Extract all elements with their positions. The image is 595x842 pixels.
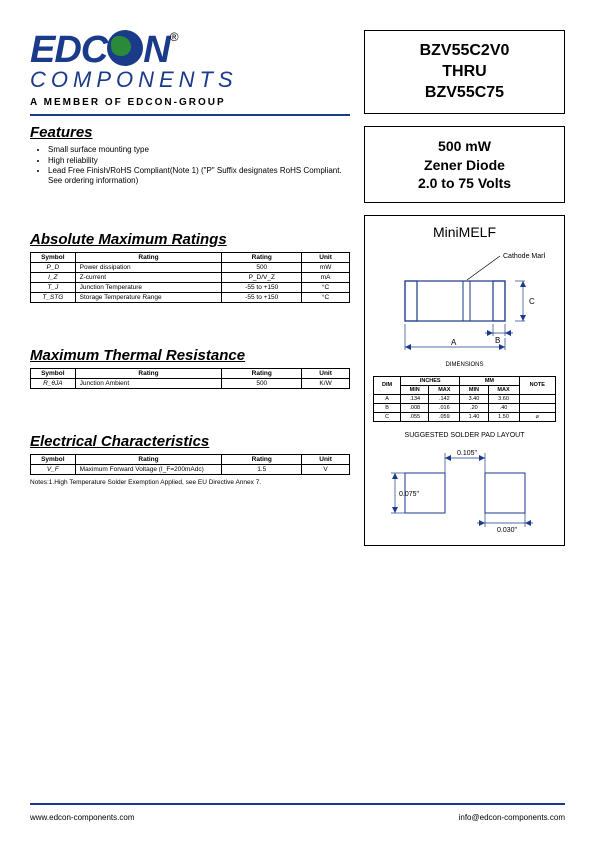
thermal-table: Symbol Rating Rating Unit R_θJAJunction … [30,368,350,389]
abs-max-title: Absolute Maximum Ratings [30,231,350,248]
cathode-mark-label: Cathode Mark [503,253,545,260]
footer: www.edcon-components.com info@edcon-comp… [30,803,565,822]
feature-item: Small surface mounting type [48,145,350,155]
solder-title: SUGGESTED SOLDER PAD LAYOUT [373,432,556,439]
features-title: Features [30,124,350,141]
feature-item: High reliability [48,156,350,166]
col-symbol: Symbol [31,252,76,262]
col-unit: Unit [302,252,350,262]
table-row: B.008.016.20.40 [374,403,556,412]
table-row: I_ZZ-currentP_D/V_ZmA [31,272,350,282]
solder-pad-drawing: 0.105" 0.075" 0.030" [385,443,545,533]
abs-max-table: Symbol Rating Rating Unit P_DPower dissi… [30,252,350,303]
col-rating-val: Rating [222,252,302,262]
spec-box: 500 mW Zener Diode 2.0 to 75 Volts [364,126,565,203]
solder-dim-g: 0.030" [497,527,518,533]
dim-a: A [451,338,457,347]
globe-icon [107,30,143,66]
registered-mark: ® [170,30,179,44]
col-rating-desc: Rating [75,252,222,262]
part-to: BZV55C75 [373,83,556,104]
table-row: V_FMaximum Forward Voltage (I_F=200mAdc)… [31,464,350,474]
table-row: C.055.0591.401.50⌀ [374,412,556,421]
table-row: T_JJunction Temperature-55 to +150°C [31,282,350,292]
solder-dim-w: 0.105" [457,450,478,457]
spec-range: 2.0 to 75 Volts [373,174,556,192]
package-outline-drawing: Cathode Mark C B [385,246,545,356]
logo: EDC N® COMPONENTS A MEMBER OF EDCON-GROUP [30,30,350,108]
table-row: T_STGStorage Temperature Range-55 to +15… [31,292,350,302]
solder-dim-h: 0.075" [399,491,420,498]
elec-title: Electrical Characteristics [30,433,350,450]
elec-table: Symbol Rating Rating Unit V_FMaximum For… [30,454,350,475]
dim-b: B [495,336,500,345]
footer-email: info@edcon-components.com [459,813,565,822]
footer-url: www.edcon-components.com [30,813,135,822]
dimensions-header: DIMENSIONS [373,362,556,368]
part-from: BZV55C2V0 [373,41,556,62]
logo-tagline: A MEMBER OF EDCON-GROUP [30,97,350,108]
dimensions-table: DIM INCHES MM NOTE MIN MAX MIN MAX A.134… [373,376,556,422]
dim-c: C [529,297,535,306]
table-row: A.134.1423.403.60 [374,394,556,403]
logo-line1-prefix: EDC [30,29,107,71]
divider [30,114,350,116]
package-name: MiniMELF [373,224,556,240]
table-row: P_DPower dissipation500mW [31,262,350,272]
spec-power: 500 mW [373,137,556,155]
logo-line2: COMPONENTS [30,67,350,93]
part-thru: THRU [373,62,556,83]
notes: Notes:1.High Temperature Solder Exemptio… [30,479,350,486]
spec-type: Zener Diode [373,156,556,174]
thermal-title: Maximum Thermal Resistance [30,347,350,364]
part-number-box: BZV55C2V0 THRU BZV55C75 [364,30,565,114]
table-row: R_θJAJunction Ambient500K/W [31,378,350,388]
package-box: MiniMELF Cathode Mark C [364,215,565,546]
features-list: Small surface mounting type High reliabi… [30,145,350,187]
feature-item: Lead Free Finish/RoHS Compliant(Note 1) … [48,166,350,187]
logo-line1-suffix: N [143,29,169,71]
